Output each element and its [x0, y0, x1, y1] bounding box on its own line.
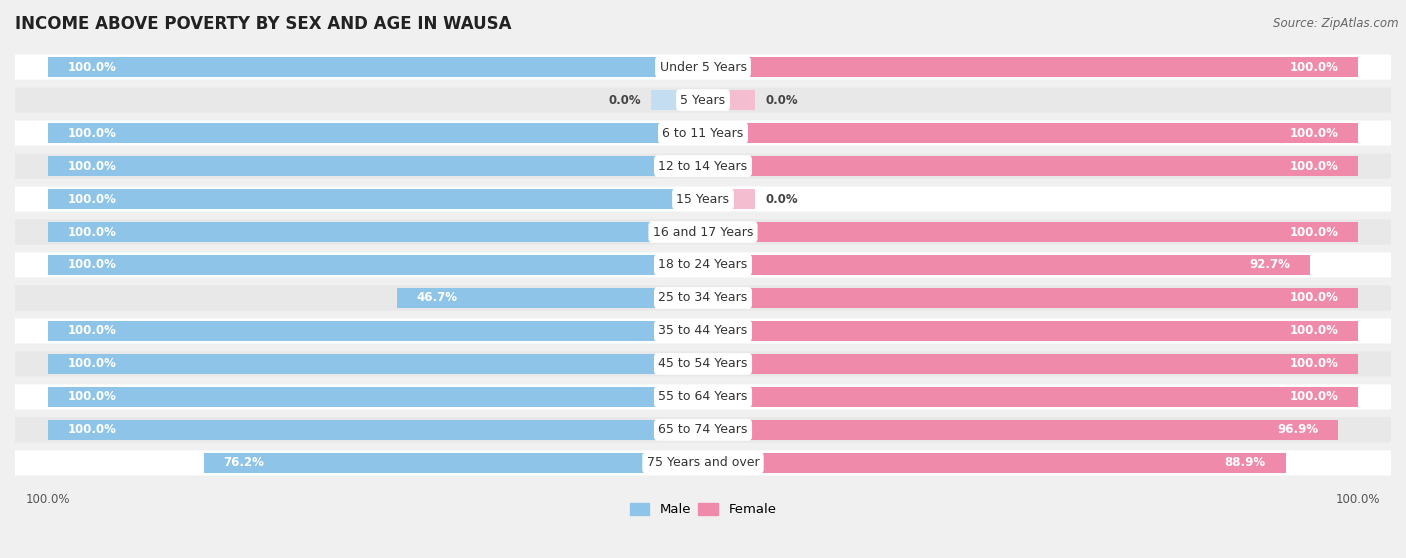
Text: INCOME ABOVE POVERTY BY SEX AND AGE IN WAUSA: INCOME ABOVE POVERTY BY SEX AND AGE IN W… [15, 15, 512, 33]
Bar [703, 354, 1358, 374]
Text: 100.0%: 100.0% [67, 258, 117, 272]
Text: 100.0%: 100.0% [67, 324, 117, 338]
Bar [703, 321, 1358, 341]
Text: 92.7%: 92.7% [1250, 258, 1291, 272]
Text: 100.0%: 100.0% [67, 160, 117, 172]
FancyBboxPatch shape [15, 384, 1391, 410]
Text: 16 and 17 Years: 16 and 17 Years [652, 225, 754, 238]
Text: 100.0%: 100.0% [1289, 61, 1339, 74]
Text: 88.9%: 88.9% [1225, 456, 1265, 469]
FancyBboxPatch shape [15, 450, 1391, 475]
Bar [703, 255, 1310, 275]
Bar [703, 288, 1358, 308]
Text: 96.9%: 96.9% [1277, 424, 1319, 436]
Text: 18 to 24 Years: 18 to 24 Years [658, 258, 748, 272]
Text: 100.0%: 100.0% [67, 193, 117, 205]
FancyBboxPatch shape [15, 352, 1391, 377]
Bar [703, 453, 1285, 473]
FancyBboxPatch shape [15, 417, 1391, 442]
FancyBboxPatch shape [15, 252, 1391, 277]
Text: 76.2%: 76.2% [224, 456, 264, 469]
Bar [48, 222, 703, 242]
Bar [703, 57, 1358, 78]
Bar [48, 123, 703, 143]
Bar [396, 288, 703, 308]
Text: 100.0%: 100.0% [1289, 127, 1339, 140]
Bar [204, 453, 703, 473]
Text: 100.0%: 100.0% [1289, 160, 1339, 172]
Text: 35 to 44 Years: 35 to 44 Years [658, 324, 748, 338]
Text: 45 to 54 Years: 45 to 54 Years [658, 358, 748, 371]
Text: 0.0%: 0.0% [765, 94, 797, 107]
Text: 100.0%: 100.0% [67, 391, 117, 403]
Text: 12 to 14 Years: 12 to 14 Years [658, 160, 748, 172]
Bar [48, 57, 703, 78]
FancyBboxPatch shape [15, 55, 1391, 80]
Text: 6 to 11 Years: 6 to 11 Years [662, 127, 744, 140]
Text: 100.0%: 100.0% [67, 424, 117, 436]
FancyBboxPatch shape [15, 286, 1391, 310]
Text: 25 to 34 Years: 25 to 34 Years [658, 291, 748, 305]
Bar [651, 90, 703, 110]
Text: 100.0%: 100.0% [1289, 391, 1339, 403]
Text: 46.7%: 46.7% [416, 291, 458, 305]
Text: Source: ZipAtlas.com: Source: ZipAtlas.com [1274, 17, 1399, 30]
FancyBboxPatch shape [15, 219, 1391, 244]
Bar [48, 354, 703, 374]
Bar [48, 420, 703, 440]
FancyBboxPatch shape [15, 186, 1391, 211]
Bar [703, 222, 1358, 242]
Text: 100.0%: 100.0% [1289, 324, 1339, 338]
Bar [48, 387, 703, 407]
Text: 100.0%: 100.0% [1289, 291, 1339, 305]
Bar [703, 189, 755, 209]
Text: 0.0%: 0.0% [765, 193, 797, 205]
Bar [703, 156, 1358, 176]
Bar [703, 123, 1358, 143]
Text: 15 Years: 15 Years [676, 193, 730, 205]
Text: Under 5 Years: Under 5 Years [659, 61, 747, 74]
Legend: Male, Female: Male, Female [624, 498, 782, 522]
Bar [48, 189, 703, 209]
Text: 5 Years: 5 Years [681, 94, 725, 107]
FancyBboxPatch shape [15, 121, 1391, 146]
FancyBboxPatch shape [15, 319, 1391, 344]
Text: 55 to 64 Years: 55 to 64 Years [658, 391, 748, 403]
Bar [48, 255, 703, 275]
Text: 100.0%: 100.0% [67, 358, 117, 371]
Bar [703, 90, 755, 110]
Text: 100.0%: 100.0% [67, 61, 117, 74]
Bar [703, 420, 1339, 440]
Text: 100.0%: 100.0% [1289, 225, 1339, 238]
Text: 0.0%: 0.0% [609, 94, 641, 107]
FancyBboxPatch shape [15, 153, 1391, 179]
Text: 100.0%: 100.0% [67, 225, 117, 238]
Text: 75 Years and over: 75 Years and over [647, 456, 759, 469]
Text: 65 to 74 Years: 65 to 74 Years [658, 424, 748, 436]
Bar [48, 156, 703, 176]
Text: 100.0%: 100.0% [67, 127, 117, 140]
Text: 100.0%: 100.0% [1289, 358, 1339, 371]
Bar [703, 387, 1358, 407]
FancyBboxPatch shape [15, 88, 1391, 113]
Bar [48, 321, 703, 341]
